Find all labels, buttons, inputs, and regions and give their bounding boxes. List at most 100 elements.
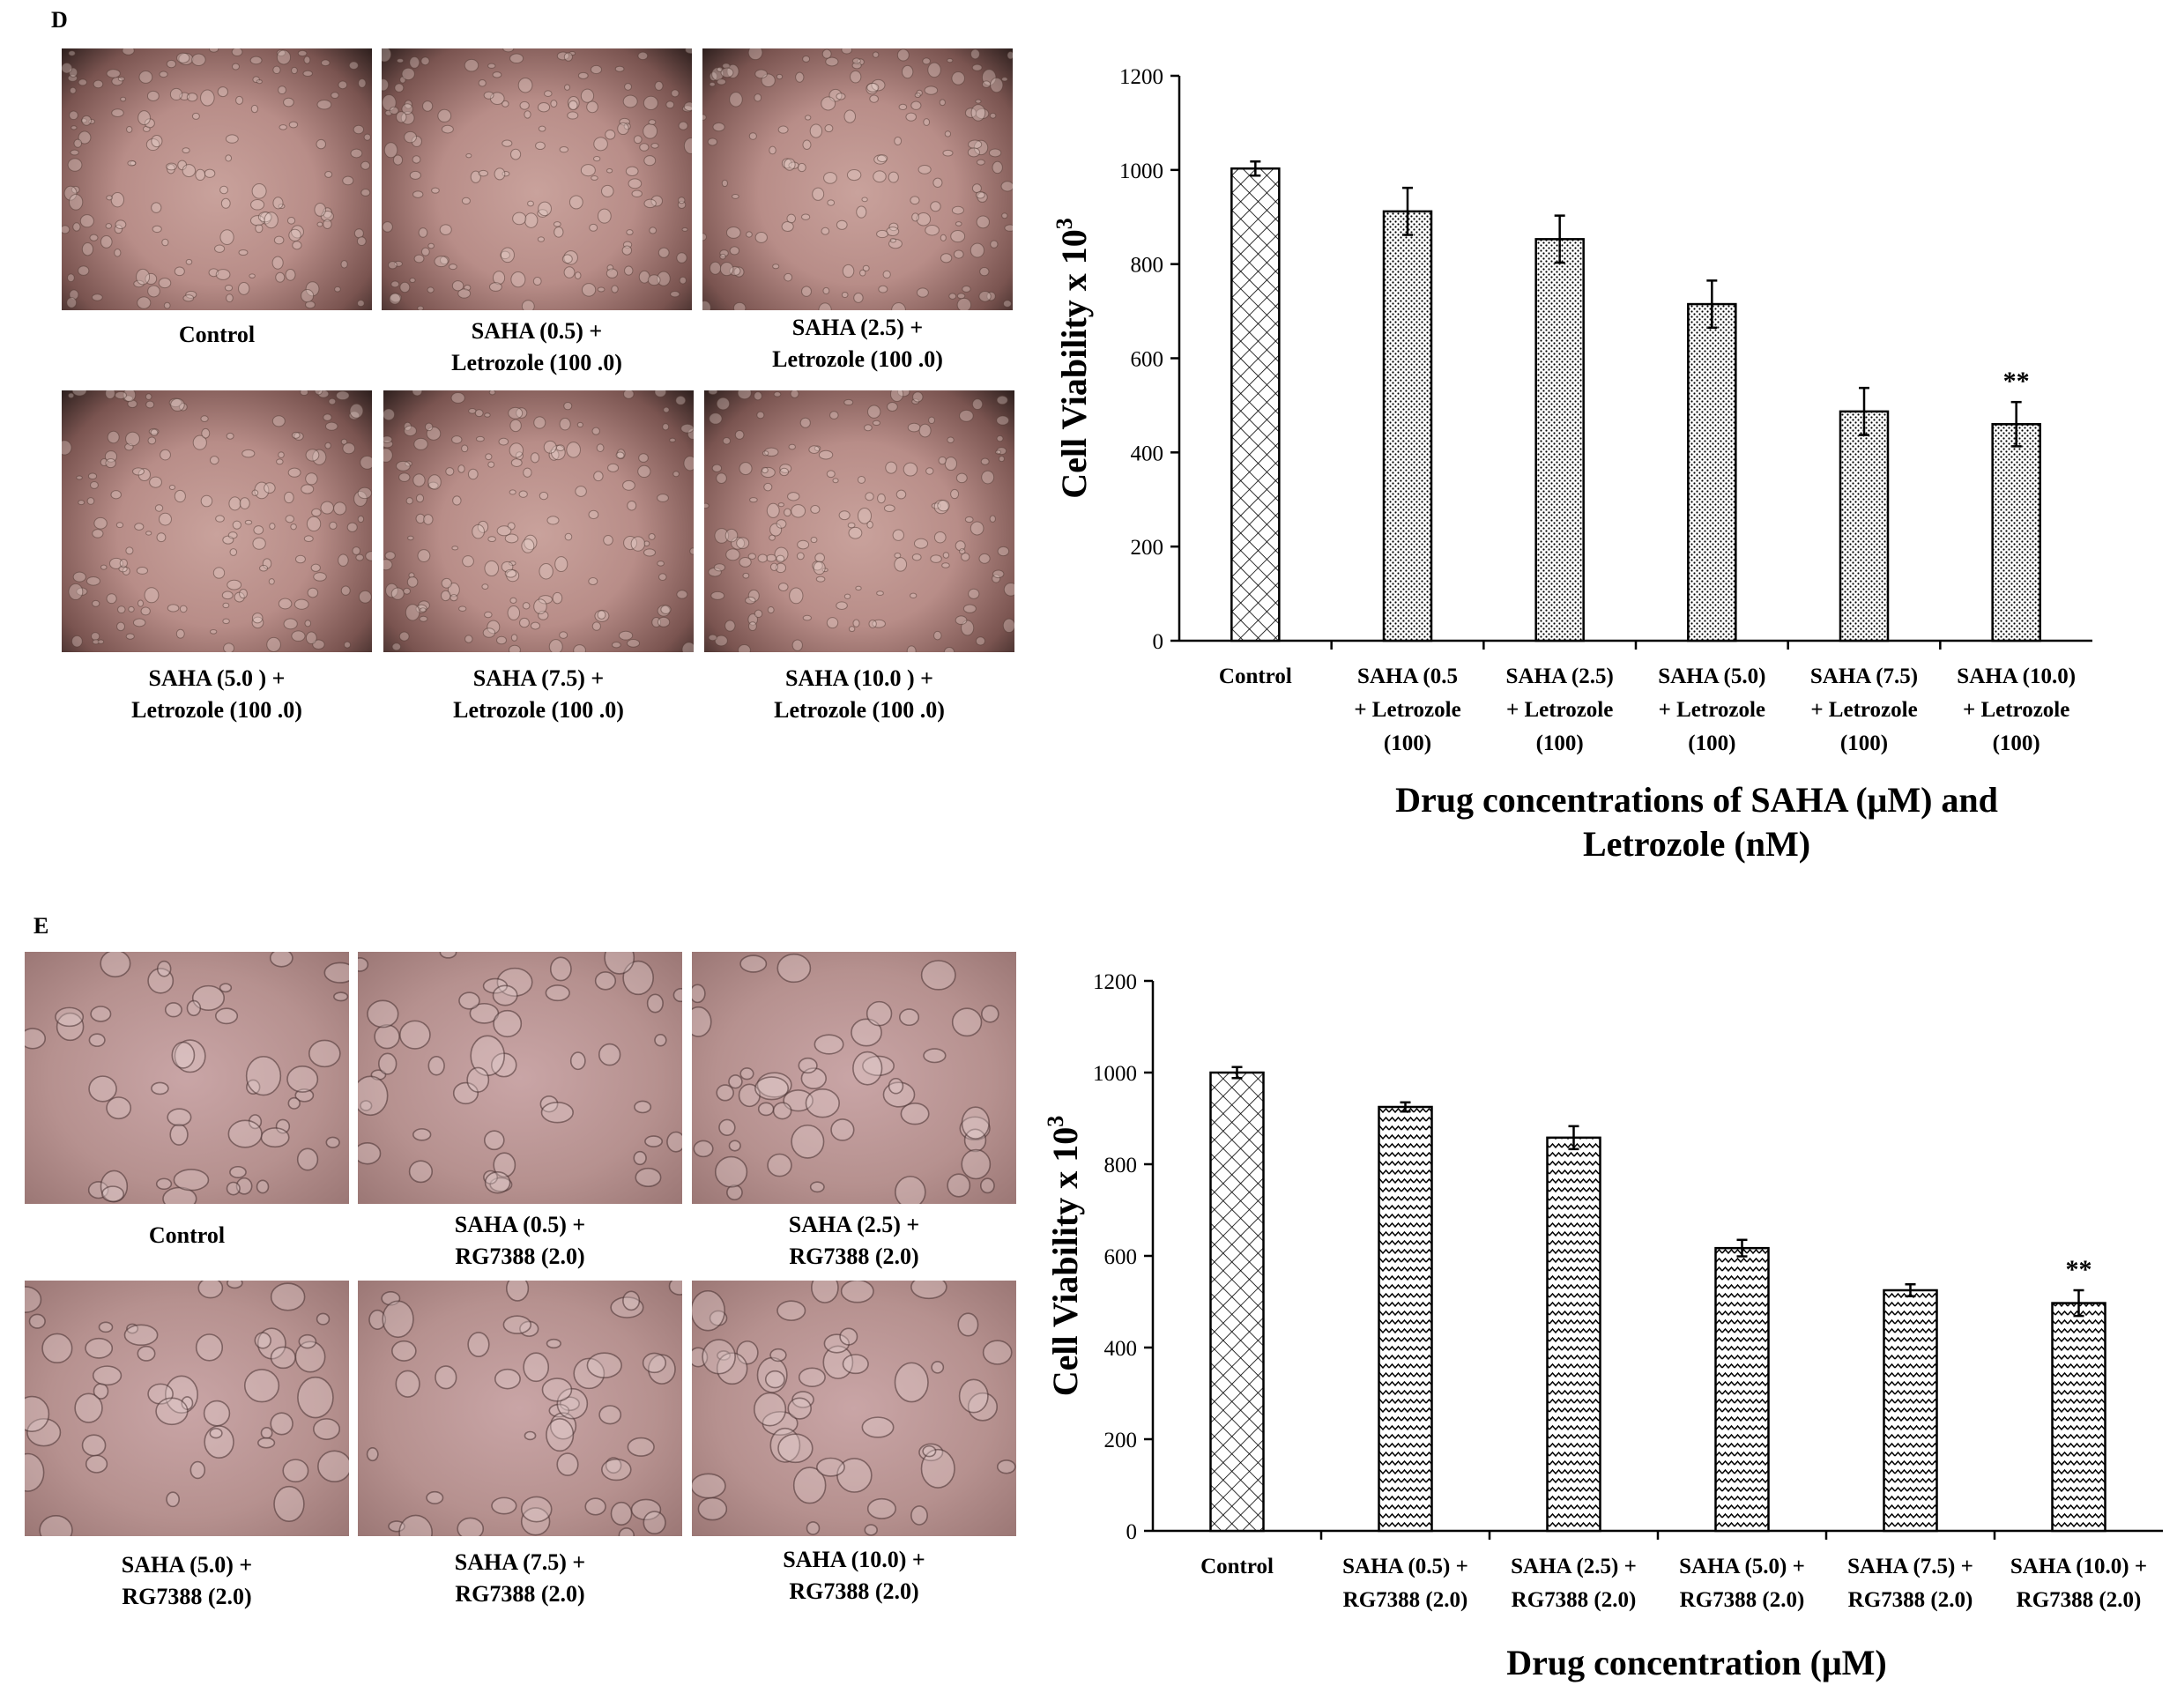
cell-shape [101, 1185, 125, 1203]
cell-shape [821, 48, 832, 59]
cell-shape [117, 76, 125, 82]
cell-shape [508, 644, 521, 652]
cell-shape [955, 472, 968, 484]
cell-shape [314, 202, 326, 217]
cell-shape [910, 1281, 947, 1300]
cell-shape [145, 400, 155, 409]
cell-shape [329, 521, 338, 530]
cell-shape [200, 494, 213, 508]
cell-shape [840, 1281, 874, 1303]
cell-shape [91, 293, 103, 301]
cell-shape [961, 620, 975, 636]
cell-shape [389, 293, 401, 305]
cell-shape [827, 199, 836, 206]
cell-shape [279, 124, 287, 130]
cell-shape [722, 436, 732, 445]
cell-shape [769, 145, 776, 155]
cell-shape [961, 552, 970, 561]
cell-shape [175, 628, 185, 639]
cell-shape [134, 523, 145, 531]
cell-shape [323, 962, 349, 984]
cell-shape [784, 158, 796, 171]
cell-shape [323, 413, 332, 421]
cell-shape [182, 164, 197, 178]
cell-shape [484, 1171, 511, 1194]
cell-shape [92, 529, 104, 538]
cell-shape [553, 221, 561, 227]
y-tick-label: 1000 [1119, 160, 1163, 183]
cell-shape [73, 138, 83, 148]
cell-shape [144, 587, 160, 604]
cell-shape [154, 504, 164, 512]
cell-shape [483, 91, 494, 100]
cell-shape [762, 450, 769, 457]
cell-shape [110, 490, 122, 500]
cell-shape [593, 471, 604, 482]
cell-shape [226, 1181, 241, 1196]
cell-shape [530, 452, 540, 464]
cell-shape [313, 572, 327, 582]
cell-shape [994, 449, 1002, 455]
cell-shape [384, 109, 393, 116]
cell-shape [333, 991, 349, 1002]
cell-shape [100, 952, 131, 978]
cell-shape [269, 523, 276, 530]
cell-shape [434, 256, 449, 268]
cell-shape [174, 489, 186, 503]
cell-shape [916, 287, 929, 298]
cell-shape [288, 228, 301, 242]
cell-shape [546, 1417, 575, 1452]
cell-shape [961, 1106, 990, 1140]
cell-shape [283, 97, 294, 108]
cell-shape [539, 491, 549, 501]
caption-e-3: SAHA (5.0) + RG7388 (2.0) [121, 1552, 253, 1609]
cell-shape [648, 533, 656, 540]
cell-shape [241, 449, 256, 458]
y-tick-label: 1200 [1093, 970, 1137, 994]
cell-shape [971, 63, 983, 71]
cell-shape [357, 515, 365, 524]
cell-shape [223, 642, 235, 652]
cell-shape [660, 605, 672, 614]
cell-shape [287, 1096, 301, 1110]
y-tick-label: 0 [1126, 1520, 1138, 1544]
cell-shape [644, 1135, 663, 1147]
cell-shape [563, 401, 573, 411]
cell-shape [419, 615, 428, 622]
cell-shape [1001, 212, 1008, 219]
cell-shape [546, 1338, 561, 1349]
cell-shape [304, 620, 312, 628]
cell-shape [549, 956, 572, 982]
cell-shape [136, 566, 149, 575]
cell-shape [524, 110, 531, 119]
micrograph-e-0 [25, 952, 349, 1204]
cell-shape [320, 501, 334, 515]
cell-shape [767, 1153, 792, 1177]
cell-shape [842, 1354, 869, 1375]
bar [1839, 410, 1890, 642]
cell-shape [739, 1067, 754, 1080]
cell-shape [169, 1123, 189, 1146]
cell-shape [857, 507, 872, 524]
cell-shape [457, 464, 465, 473]
cell-shape [270, 1282, 306, 1311]
cell-shape [789, 587, 804, 605]
caption-d-5: SAHA (10.0 ) + Letrozole (100 .0) [774, 665, 945, 723]
cell-shape [605, 1457, 622, 1474]
cell-shape [606, 168, 613, 174]
cell-shape [616, 449, 626, 460]
cell-shape [643, 198, 657, 209]
cell-shape [415, 494, 425, 503]
cell-shape [170, 397, 185, 412]
cell-shape [338, 553, 349, 567]
cell-shape [78, 500, 85, 506]
cell-shape [303, 535, 314, 543]
cell-shape [573, 644, 586, 652]
cell-shape [209, 48, 219, 53]
cell-shape [117, 605, 126, 614]
cell-shape [221, 590, 234, 600]
cell-shape [356, 236, 367, 246]
cell-shape [532, 277, 542, 286]
cell-shape [173, 1169, 210, 1192]
cell-shape [363, 133, 371, 141]
